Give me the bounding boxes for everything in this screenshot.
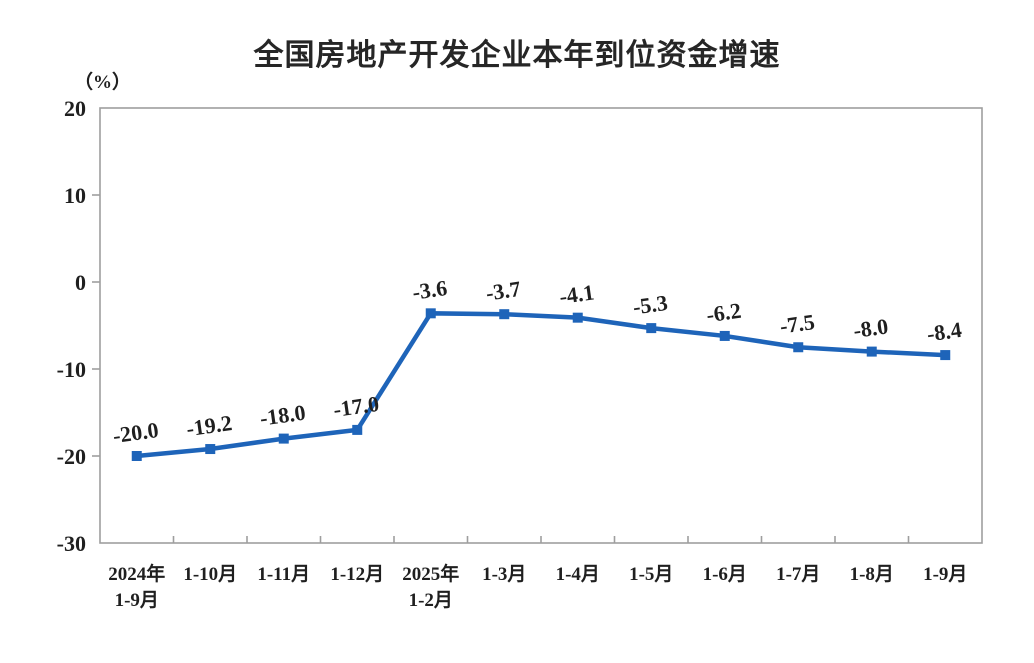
data-label: -19.2 <box>185 410 234 441</box>
data-marker <box>866 346 877 357</box>
data-marker <box>572 312 583 323</box>
data-label: -5.3 <box>631 290 669 320</box>
data-label: -7.5 <box>778 309 816 339</box>
x-tick-label: 1-9月 <box>115 590 159 611</box>
y-tick-label: 0 <box>75 270 86 295</box>
data-line <box>136 311 946 459</box>
data-label: -17.0 <box>332 391 381 422</box>
data-marker <box>719 330 730 341</box>
data-label: -4.1 <box>558 279 596 309</box>
y-tick-label: 10 <box>64 183 86 208</box>
y-tick-label: 20 <box>64 96 86 121</box>
x-tick-label: 1-6月 <box>703 564 747 585</box>
x-tick-label: 1-9月 <box>923 564 967 585</box>
x-tick-label: 2025年 <box>402 562 459 585</box>
x-tick-label: 1-7月 <box>776 564 820 585</box>
data-label: -8.4 <box>925 317 963 347</box>
y-axis-unit-label: （%） <box>74 72 132 93</box>
data-marker <box>278 433 289 444</box>
x-tick-label: 1-5月 <box>629 564 673 585</box>
data-marker <box>499 309 510 320</box>
y-tick-label: -30 <box>57 531 86 556</box>
data-marker <box>352 424 363 435</box>
data-label: -18.0 <box>258 400 307 431</box>
data-label: -3.6 <box>411 275 449 305</box>
data-marker <box>131 451 142 461</box>
x-tick-label: 1-8月 <box>850 564 894 585</box>
data-label: -6.2 <box>705 298 743 328</box>
data-marker <box>425 308 436 319</box>
x-tick-label: 1-12月 <box>330 564 384 585</box>
plot-border <box>99 107 983 544</box>
data-marker <box>205 444 216 455</box>
data-marker <box>940 350 951 361</box>
data-label: -20.0 <box>111 417 160 448</box>
y-tick-label: -20 <box>57 444 86 469</box>
data-marker <box>793 342 804 353</box>
data-marker <box>646 323 657 334</box>
data-label: -8.0 <box>852 313 890 343</box>
y-tick-label: -10 <box>57 357 86 382</box>
x-tick-label: 2024年 <box>108 562 165 585</box>
x-tick-label: 1-2月 <box>409 590 453 611</box>
x-tick-label: 1-10月 <box>183 564 237 585</box>
x-tick-label: 1-4月 <box>556 564 600 585</box>
x-tick-label: 1-11月 <box>257 564 310 585</box>
x-tick-label: 1-3月 <box>482 564 526 585</box>
chart-title: 全国房地产开发企业本年到位资金增速 <box>253 39 781 72</box>
data-label: -3.7 <box>484 276 522 306</box>
